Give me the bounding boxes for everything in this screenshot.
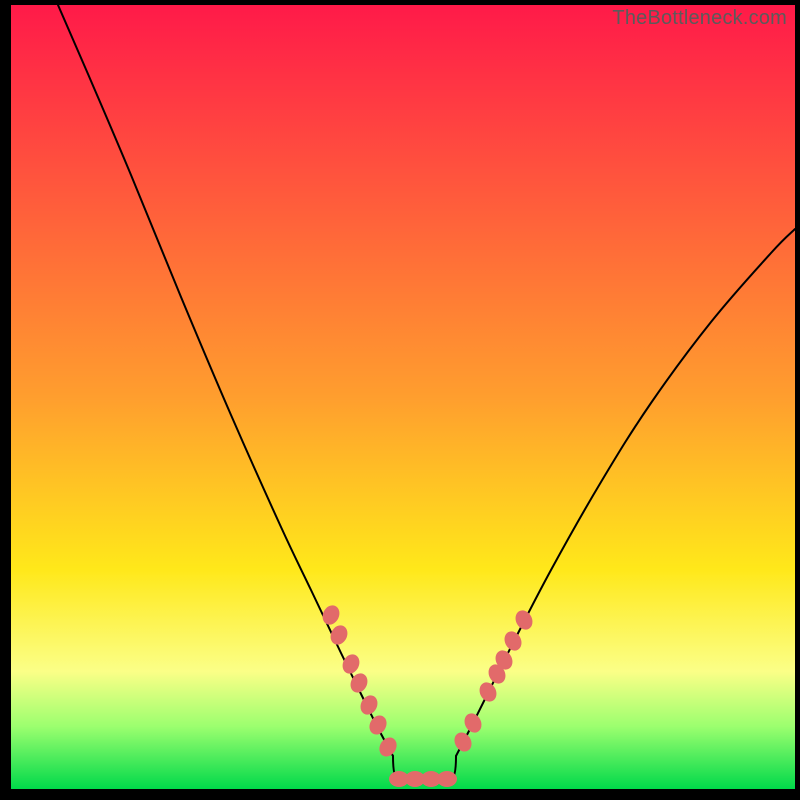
- curve-marker: [376, 734, 400, 759]
- curve-marker: [512, 607, 536, 632]
- curve-marker: [451, 729, 475, 754]
- curve-marker: [437, 771, 457, 787]
- curve-marker: [319, 603, 342, 628]
- curve-marker: [327, 623, 350, 648]
- curve-marker: [366, 712, 390, 737]
- chart-frame: TheBottleneck.com: [0, 0, 800, 800]
- curve-marker: [501, 628, 525, 653]
- curve-marker: [461, 710, 485, 735]
- bottleneck-curve: [456, 229, 795, 756]
- plot-area: TheBottleneck.com: [11, 5, 795, 789]
- curve-marker: [357, 692, 381, 717]
- curve-layer: [11, 5, 795, 789]
- bottleneck-curve: [58, 5, 393, 756]
